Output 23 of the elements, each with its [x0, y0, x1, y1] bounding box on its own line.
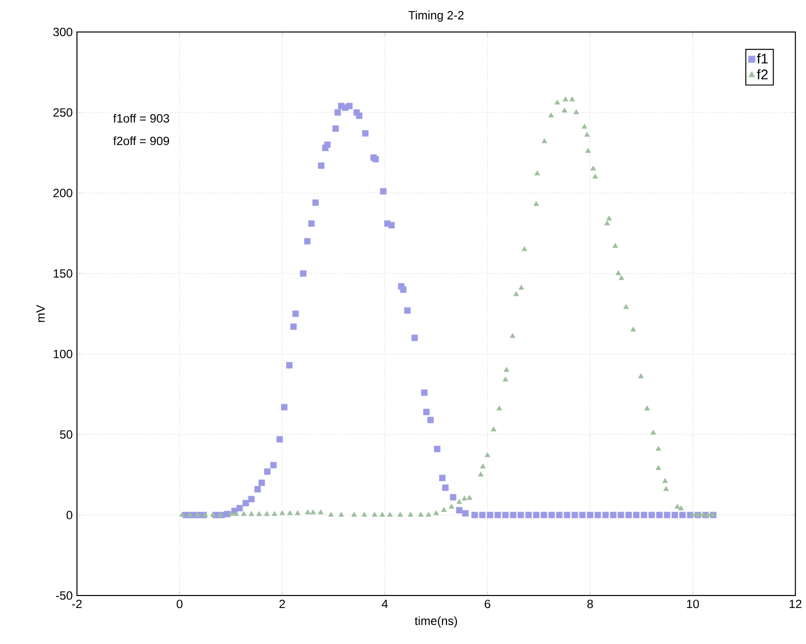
annotation: f2off = 909: [113, 136, 170, 145]
legend-label: f2: [756, 68, 768, 80]
x-tick-label: 2: [279, 599, 285, 608]
y-tick-label: -50: [56, 591, 72, 600]
x-tick-label: 4: [382, 599, 388, 608]
x-tick-label: 6: [484, 599, 490, 608]
y-tick-label: 300: [53, 28, 72, 36]
x-tick-label: 8: [587, 599, 593, 608]
y-tick-label: 0: [66, 510, 72, 519]
chart-title: Timing 2-2: [408, 10, 464, 22]
annotation: f1off = 903: [113, 114, 170, 122]
x-axis-title: time(ns): [414, 616, 457, 628]
y-axis-title: mV: [36, 304, 45, 322]
x-tick-label: -2: [72, 599, 82, 608]
y-tick-label: 50: [60, 430, 72, 438]
x-tick-label: 0: [176, 599, 182, 608]
y-tick-label: 150: [54, 269, 72, 278]
y-tick-label: 100: [54, 350, 72, 358]
y-tick-label: 250: [53, 108, 72, 116]
x-tick-label: 12: [790, 599, 802, 608]
y-tick-label: 200: [53, 188, 72, 197]
legend-label: f1: [756, 53, 768, 64]
x-tick-label: 10: [687, 599, 699, 608]
